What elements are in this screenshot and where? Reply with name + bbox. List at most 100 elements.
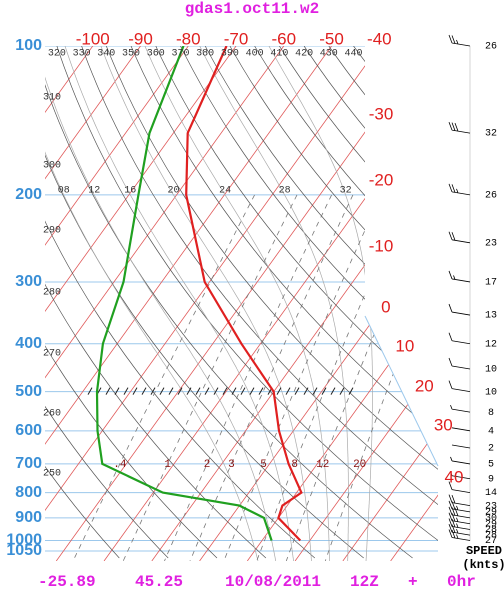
dry-adiabat (155, 46, 438, 559)
profile-line (95, 46, 273, 541)
dry-adiabat-label: 380 (196, 49, 214, 60)
isotherm (294, 46, 438, 561)
wind-barb (448, 183, 471, 196)
wind-speed-label: 10 (485, 365, 497, 376)
y-tick-label: 600 (15, 422, 42, 439)
mixing-ratio (324, 194, 438, 561)
wind-barb (450, 471, 471, 480)
mixing-ratio-label: 3 (228, 459, 235, 471)
chart-title: gdas1.oct11.w2 (185, 0, 319, 18)
isotherm (103, 46, 438, 561)
mixing-ratio (72, 194, 255, 561)
wind-speed-label: 8 (488, 408, 494, 419)
mixing-ratio-label: 20 (353, 459, 366, 471)
dry-adiabat (56, 46, 438, 559)
moist-adiabat (45, 46, 259, 561)
wind-units: (knts) (462, 558, 504, 572)
wind-barb (448, 506, 471, 519)
wind-barb (451, 444, 471, 449)
moist-adiabat (199, 46, 349, 561)
y-tick-label: 800 (15, 484, 42, 501)
dry-adiabat (45, 46, 413, 559)
footer-lon: 45.25 (135, 573, 183, 591)
wind-barb (448, 500, 471, 513)
isotherm-label: -90 (128, 29, 153, 48)
wind-barb (448, 121, 471, 134)
dry-adiabat (81, 46, 438, 559)
wind-speed-label: 23 (485, 501, 497, 512)
dry-adiabat-label: 350 (122, 49, 140, 60)
moist-adiabat (268, 46, 373, 561)
dry-adiabat-label: 410 (270, 49, 288, 60)
dry-adiabat-label: 270 (43, 349, 61, 360)
wind-barb (448, 231, 471, 244)
dry-adiabat-label: 280 (43, 288, 61, 299)
mixing-ratio-label: 12 (316, 459, 329, 471)
wind-barb (448, 357, 471, 370)
dry-adiabat-label: 330 (73, 49, 91, 60)
y-tick-label: 1050 (6, 542, 42, 559)
y-tick-label: 400 (15, 335, 42, 352)
moist-adiabat-label: 32 (340, 186, 352, 197)
wind-speed-label: 5 (488, 460, 494, 471)
isotherm-label: -60 (272, 29, 297, 48)
isotherm-label: -100 (76, 29, 110, 48)
y-tick-label: 200 (15, 186, 42, 203)
wind-speed-label: 26 (485, 42, 497, 53)
wind-speed-label: 13 (485, 311, 497, 322)
isotherm-label: 30 (434, 415, 453, 434)
wind-barb (448, 512, 471, 525)
wind-speed-label: 2 (488, 444, 494, 455)
dry-adiabat-label: 300 (43, 161, 61, 172)
wind-speed-label: 23 (485, 238, 497, 249)
isotherm-label: -10 (369, 236, 394, 255)
wind-barb (448, 380, 471, 393)
wind-speed-label: 10 (485, 387, 497, 398)
wind-barb (448, 529, 471, 541)
mixing-ratio (122, 194, 298, 561)
moist-adiabat-label: 08 (58, 186, 70, 197)
dry-adiabat-label: 430 (320, 49, 338, 60)
y-tick-label: 1000 (6, 532, 42, 549)
footer-date: 10/08/2011 (225, 573, 321, 591)
mixing-ratio-label: 5 (260, 459, 267, 471)
wind-speed-label: 12 (485, 339, 497, 350)
mixing-ratio-label: .4 (113, 459, 127, 471)
mixing-ratio-label: 1 (164, 459, 171, 471)
isotherm-label: 20 (415, 376, 434, 395)
wind-speed-label: 9 (488, 474, 494, 485)
dry-adiabat-label: 310 (43, 93, 61, 104)
wind-speed-label: 14 (485, 488, 497, 499)
isotherm (151, 46, 438, 561)
dry-adiabat-label: 320 (48, 49, 66, 60)
footer-plus: + (408, 573, 418, 591)
wind-barb (448, 332, 471, 345)
y-tick-label: 700 (15, 455, 42, 472)
dry-adiabat (45, 46, 120, 559)
y-tick-label: 900 (15, 509, 42, 526)
dry-adiabat-label: 290 (43, 226, 61, 237)
y-tick-label: 500 (15, 383, 42, 400)
wind-speed-label: 30 (485, 514, 497, 525)
wind-barb (448, 523, 471, 536)
isotherm-label: -20 (369, 170, 394, 189)
isotherm (45, 46, 94, 561)
footer-time: 12Z (350, 573, 379, 591)
dry-adiabat-label: 420 (295, 49, 313, 60)
mixing-ratio-label: 8 (291, 459, 298, 471)
dry-adiabat-label: 440 (345, 49, 363, 60)
dry-adiabat (45, 46, 364, 559)
isotherm-label: -70 (224, 29, 249, 48)
dry-adiabat (328, 46, 438, 559)
plot-area (45, 46, 438, 561)
wind-speed-label: 29 (485, 507, 497, 518)
dry-adiabat (254, 46, 438, 559)
wind-barb (450, 456, 471, 465)
dry-adiabat (45, 46, 267, 559)
dry-adiabat (45, 46, 316, 559)
moist-adiabat-label: 20 (167, 186, 179, 197)
wind-speed-label: 17 (485, 278, 497, 289)
